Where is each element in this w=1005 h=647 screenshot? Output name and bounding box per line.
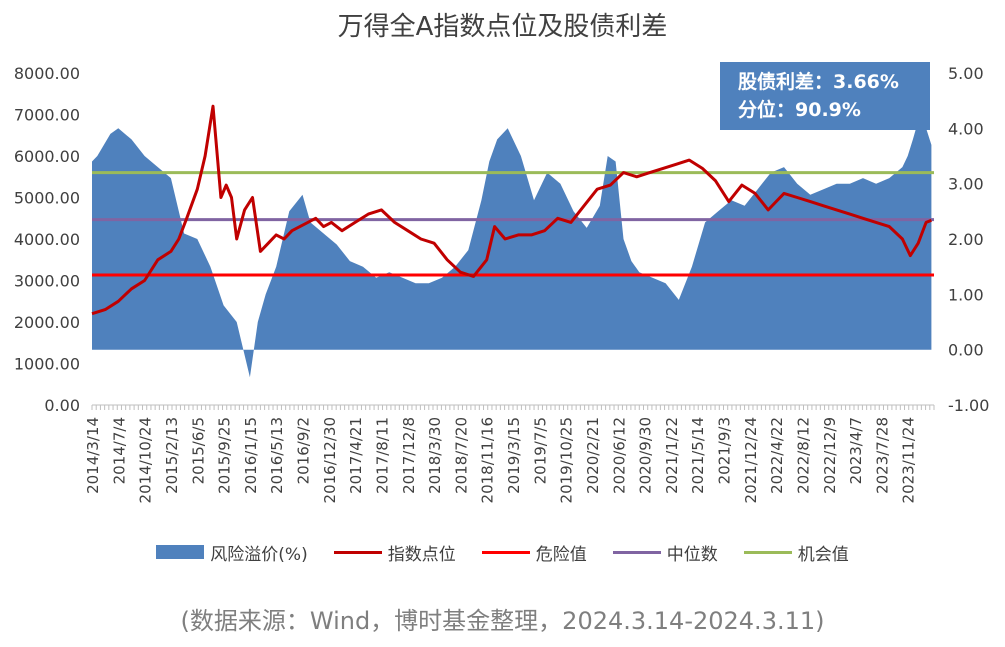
x-tick-label: 2023/11/24 — [900, 417, 918, 503]
y-right-tick-label: 5.00 — [948, 64, 984, 83]
chart-title: 万得全A指数点位及股债利差 — [337, 12, 668, 42]
legend-label-median: 中位数 — [666, 544, 718, 565]
x-tick-label: 2016/1/15 — [242, 417, 260, 494]
y-left-tick-label: 8000.00 — [14, 64, 80, 83]
chart-legend: 风险溢价(%) 指数点位 危险值 中位数 机会值 — [0, 540, 1005, 565]
x-tick-label: 2021/1/22 — [663, 417, 681, 494]
legend-swatch-opportunity — [743, 550, 792, 554]
axes-layer: 2014/3/14 2014/7/4 2014/10/24 2015/2/13 2015… — [14, 64, 990, 503]
legend-swatch-danger — [481, 550, 530, 554]
x-tick-label: 2014/3/14 — [84, 417, 102, 494]
x-tick-label: 2015/9/25 — [216, 417, 234, 494]
x-tick-label: 2019/10/25 — [558, 417, 576, 503]
x-tick-label: 2023/7/28 — [873, 417, 891, 494]
x-tick-label: 2021/12/24 — [742, 417, 760, 503]
premium-area-layer — [92, 111, 932, 378]
x-tick-label: 2018/11/16 — [479, 417, 497, 503]
series-line-index — [91, 104, 932, 316]
legend-item-median: 中位数 — [612, 540, 718, 565]
legend-swatch-premium — [156, 545, 205, 559]
x-tick-label: 2020/6/12 — [610, 417, 628, 494]
x-tick-label: 2014/10/24 — [137, 417, 155, 503]
legend-item-danger: 危险值 — [481, 540, 587, 565]
x-tick-label: 2022/4/22 — [768, 417, 786, 494]
legend-label-danger: 危险值 — [535, 544, 587, 565]
y-left-tick-label: 4000.00 — [14, 230, 80, 249]
legend-item-premium: 风险溢价(%) — [156, 540, 308, 565]
y-left-tick-label: 6000.00 — [14, 147, 80, 166]
x-tick-label: 2018/3/30 — [426, 417, 444, 494]
y-right-tick-label: 2.00 — [948, 230, 984, 249]
x-tick-label: 2020/2/21 — [584, 417, 602, 494]
y-left-tick-label: 3000.00 — [14, 272, 80, 291]
x-tick-label: 2023/4/7 — [847, 417, 865, 484]
legend-swatch-index — [333, 550, 382, 554]
legend-item-opportunity: 机会值 — [743, 540, 849, 565]
index-line-layer — [91, 104, 932, 316]
spread-annotation-line1: 股债利差：3.66% — [738, 71, 899, 93]
x-tick-label: 2018/7/20 — [452, 417, 470, 494]
x-tick-label: 2022/12/9 — [821, 417, 839, 494]
y-left-tick-label: 5000.00 — [14, 189, 80, 208]
spread-annotation-line2: 分位：90.9% — [738, 99, 861, 121]
legend-label-opportunity: 机会值 — [797, 544, 849, 565]
x-tick-label: 2021/9/3 — [716, 417, 734, 484]
y-left-tick-label: 7000.00 — [14, 106, 80, 125]
spread-annotation-box: 股债利差：3.66% 分位：90.9% — [720, 62, 930, 130]
y-right-tick-label: 1.00 — [948, 285, 984, 304]
legend-item-index: 指数点位 — [333, 540, 456, 565]
x-tick-label: 2016/12/30 — [321, 417, 339, 503]
y-right-tick-label: -1.00 — [948, 396, 989, 415]
legend-label-premium: 风险溢价(%) — [210, 544, 308, 565]
source-note: (数据来源：Wind，博时基金整理，2024.3.14-2024.3.11) — [180, 607, 825, 635]
x-tick-label: 2017/12/8 — [400, 417, 418, 494]
x-tick-label: 2017/8/11 — [373, 417, 391, 494]
x-tick-label: 2015/6/5 — [189, 417, 207, 484]
y-right-tick-label: 0.00 — [948, 341, 984, 360]
x-tick-label: 2014/7/4 — [110, 417, 128, 484]
x-tick-label: 2019/3/15 — [505, 417, 523, 494]
x-tick-label: 2022/8/12 — [794, 417, 812, 494]
legend-label-index: 指数点位 — [387, 544, 456, 565]
series-area-premium — [92, 111, 932, 378]
x-tick-label: 2016/9/2 — [295, 417, 313, 484]
x-tick-label: 2020/9/30 — [637, 417, 655, 494]
x-tick-label: 2021/5/14 — [689, 417, 707, 494]
y-left-tick-label: 1000.00 — [14, 355, 80, 374]
x-tick-label: 2019/7/5 — [531, 417, 549, 484]
x-tick-label: 2015/2/13 — [163, 417, 181, 494]
reference-lines-layer — [92, 171, 934, 277]
x-tick-label: 2016/5/13 — [268, 417, 286, 494]
x-tick-label: 2017/4/21 — [347, 417, 365, 494]
legend-swatch-median — [612, 550, 661, 554]
y-right-tick-label: 3.00 — [948, 175, 984, 194]
y-left-tick-label: 2000.00 — [14, 313, 80, 332]
y-left-tick-label: 0.00 — [44, 396, 80, 415]
y-right-tick-label: 4.00 — [948, 119, 984, 138]
